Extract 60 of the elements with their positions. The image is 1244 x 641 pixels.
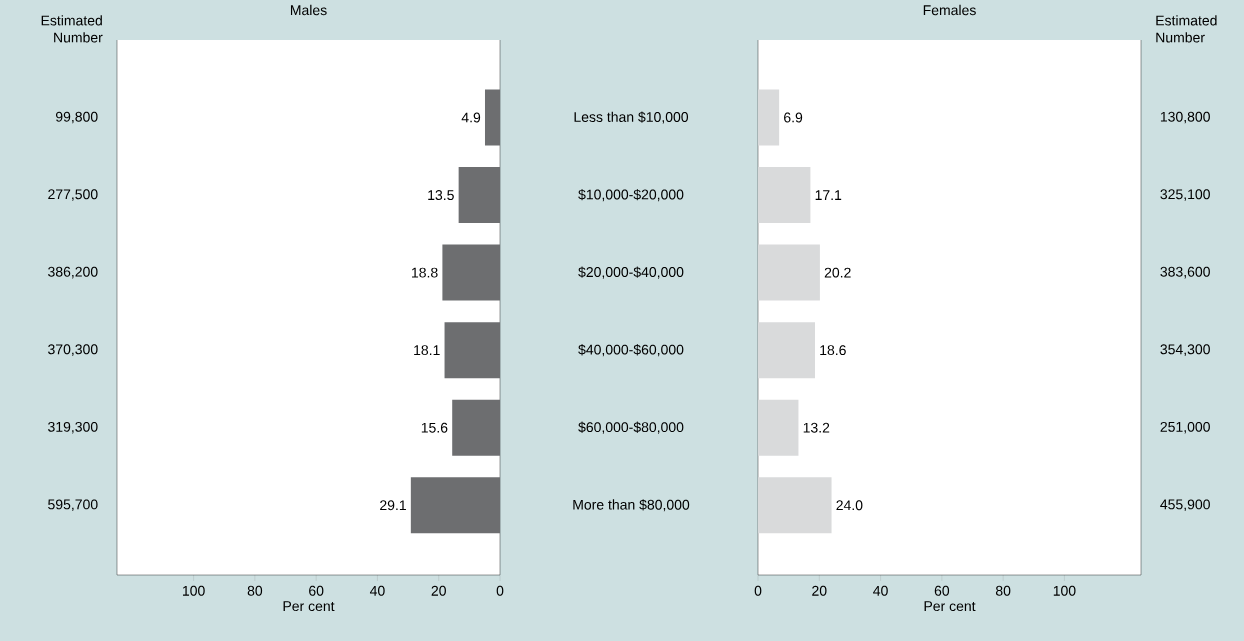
bar <box>758 477 832 534</box>
data-label: 6.9 <box>784 112 803 123</box>
x-tick-label: 20 <box>812 585 827 596</box>
text: 383,600 <box>1160 266 1210 279</box>
bar <box>444 322 500 379</box>
x-tick-label: 40 <box>873 585 888 596</box>
text: 319,300 <box>48 421 98 434</box>
y-axis-title: Estimated Number <box>41 15 103 43</box>
bar <box>758 244 820 301</box>
bar <box>458 167 500 224</box>
x-tick-label: 100 <box>1053 585 1076 596</box>
text: 455,900 <box>1160 499 1210 511</box>
text: 325,100 <box>1160 189 1210 201</box>
data-label: 13.2 <box>803 422 830 433</box>
text: 251,000 <box>1160 421 1210 434</box>
data-label: 18.6 <box>820 345 846 356</box>
x-tick-label: 80 <box>247 585 263 596</box>
x-tick-label: 100 <box>182 585 205 596</box>
text: 386,200 <box>48 266 98 279</box>
data-label: 17.1 <box>815 190 842 200</box>
x-axis-title: Per cent <box>283 601 335 612</box>
bar <box>452 399 500 456</box>
text: 130,800 <box>1160 111 1210 124</box>
y2-axis-title: Estimated Number <box>1156 15 1217 43</box>
x-tick-label: 20 <box>431 585 446 596</box>
x-tick-label: 60 <box>309 585 324 596</box>
bar <box>410 477 500 534</box>
chart-title: Males <box>290 4 327 16</box>
text: 354,300 <box>1160 344 1210 356</box>
data-label: 24.0 <box>836 500 863 511</box>
text: 277,500 <box>48 189 98 201</box>
x-tick-label: 80 <box>995 585 1011 596</box>
y-tick-label: $20,000-$40,000 <box>578 266 684 279</box>
x-axis-title: Per cent <box>924 601 976 612</box>
text: 370,300 <box>48 344 98 356</box>
data-label: 4.9 <box>461 112 481 123</box>
bar <box>758 322 815 379</box>
chart-title: Females <box>923 4 976 16</box>
data-label: 18.8 <box>412 267 438 278</box>
y-tick-label: Less than $10,000 <box>574 111 689 124</box>
bar <box>484 89 500 146</box>
y-tick-label: More than $80,000 <box>573 499 690 512</box>
x-tick-label: 60 <box>934 585 950 596</box>
y-tick-label: $60,000-$80,000 <box>578 421 684 434</box>
bar <box>758 399 799 456</box>
y-tick-label: $40,000-$60,000 <box>578 344 684 357</box>
bar <box>758 167 811 224</box>
data-label: 15.6 <box>421 422 448 433</box>
text: 595,700 <box>48 499 98 511</box>
y-tick-label: $10,000-$20,000 <box>578 189 684 202</box>
data-label: 20.2 <box>824 267 851 278</box>
x-tick-label: 0 <box>754 585 762 596</box>
x-tick-label: 40 <box>369 585 385 596</box>
text: 99,800 <box>55 111 98 124</box>
data-label: 13.5 <box>428 190 454 201</box>
bar <box>758 89 780 146</box>
data-label: 18.1 <box>414 345 440 356</box>
bar <box>442 244 500 301</box>
data-label: 29.1 <box>380 500 406 511</box>
x-tick-label: 0 <box>496 585 504 596</box>
